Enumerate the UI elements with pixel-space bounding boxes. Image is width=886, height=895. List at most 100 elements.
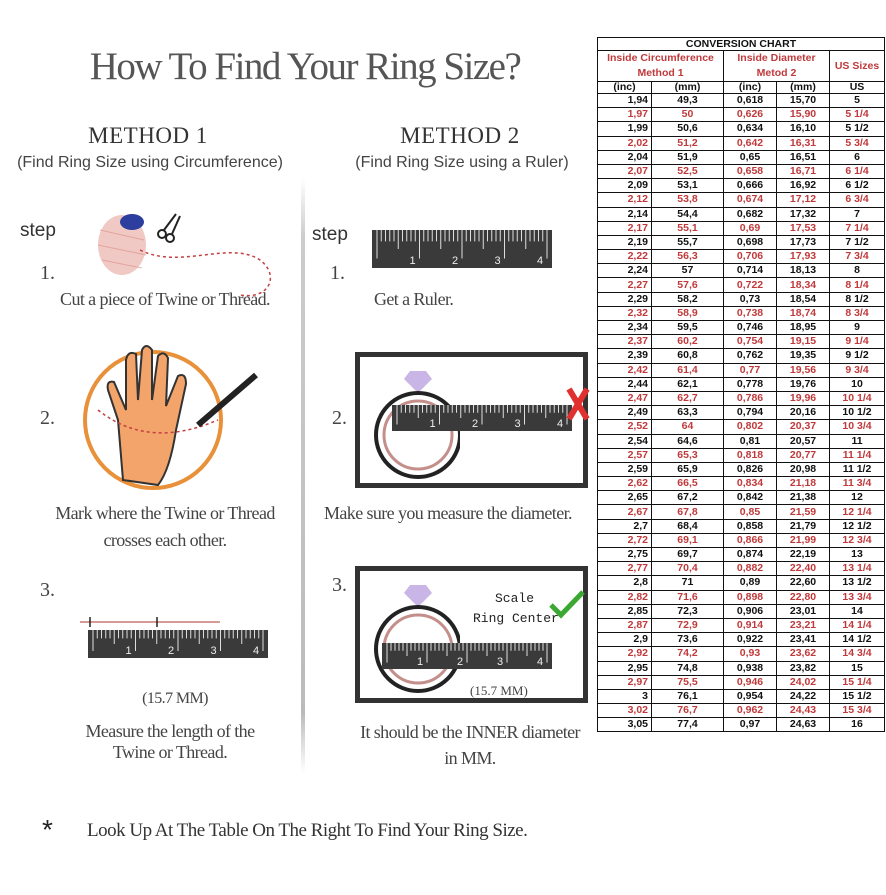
table-cell: 2,47: [597, 390, 652, 407]
table-cell: 0,802: [723, 419, 777, 435]
table-cell: 0,93: [723, 646, 777, 662]
header-circumference: Inside Circumference Method 1: [597, 50, 724, 82]
table-cell: 19,15: [776, 334, 830, 350]
table-cell: 71: [651, 575, 724, 591]
table-cell: 2,8: [597, 575, 652, 591]
table-cell: 17,12: [776, 192, 830, 208]
table-cell: 2,9: [597, 632, 652, 648]
table-cell: 2,07: [597, 163, 652, 180]
table-cell: 0,626: [723, 107, 777, 123]
table-cell: 18,54: [776, 291, 830, 307]
table-cell: 65,3: [651, 447, 724, 463]
table-cell: 51,2: [651, 135, 724, 151]
table-cell: 10 1/2: [829, 405, 885, 421]
table-cell: 2,09: [597, 178, 652, 194]
method2-step3-text-line2: in MM.: [444, 748, 496, 768]
table-cell: 7 1/4: [829, 220, 885, 236]
method1-step3-measurement: (15.7 MM): [142, 690, 208, 707]
table-cell: 2,59: [597, 461, 652, 478]
table-cell: 0,922: [723, 632, 777, 648]
unit-header: (inc): [597, 81, 652, 94]
ruler: 1 2 3 4: [372, 230, 552, 268]
table-cell: 11: [829, 433, 885, 449]
table-cell: 2,87: [597, 617, 652, 634]
table-cell: 0,674: [723, 192, 777, 208]
table-cell: 2,34: [597, 319, 652, 336]
ruler-label: 3: [494, 255, 501, 267]
table-cell: 72,3: [651, 603, 724, 619]
table-cell: 0,714: [723, 263, 777, 279]
table-cell: 12 1/2: [829, 518, 885, 534]
table-cell: 2,85: [597, 603, 652, 619]
table-cell: 24,43: [776, 703, 830, 719]
method1-step2-text-line2: crosses each other.: [103, 530, 227, 550]
table-cell: 5: [829, 92, 885, 109]
table-cell: 56,3: [651, 249, 724, 265]
table-cell: 22,19: [776, 546, 830, 563]
table-cell: 2,97: [597, 674, 652, 690]
table-row: 2,72 69,1 0,866 21,99 12 3/4: [597, 532, 885, 549]
table-cell: 62,7: [651, 390, 724, 407]
table-cell: 2,22: [597, 249, 652, 265]
table-cell: 0,906: [723, 603, 777, 619]
header-diameter: Inside Diameter Metod 2: [723, 50, 830, 82]
table-cell: 0,81: [723, 433, 777, 449]
table-cell: 2,57: [597, 447, 652, 463]
table-cell: 0,762: [723, 348, 777, 364]
method1-step3-number: 3.: [40, 579, 55, 601]
table-cell: 11 1/4: [829, 447, 885, 463]
table-cell: 23,62: [776, 646, 830, 662]
diamond-icon: [404, 585, 432, 607]
table-cell: 24,22: [776, 688, 830, 705]
table-cell: 2,82: [597, 589, 652, 605]
table-cell: 24,63: [776, 717, 830, 733]
table-cell: 23,01: [776, 603, 830, 619]
table-cell: 0,794: [723, 405, 777, 421]
table-cell: 16: [829, 717, 885, 733]
ruler-label: 4: [537, 656, 544, 668]
table-cell: 66,5: [651, 476, 724, 492]
table-cell: 57,6: [651, 277, 724, 293]
table-cell: 18,74: [776, 305, 830, 322]
table-cell: 13 1/2: [829, 575, 885, 591]
table-cell: 14: [829, 603, 885, 619]
table-cell: 76,1: [651, 688, 724, 705]
table-cell: 2,24: [597, 263, 652, 279]
table-row: 2,04 51,9 0,65 16,51 6: [597, 149, 885, 165]
table-cell: 0,89: [723, 575, 777, 591]
table-row: 2,59 65,9 0,826 20,98 11 1/2: [597, 461, 885, 478]
table-cell: 64: [651, 419, 724, 435]
table-row: 2,49 63,3 0,794 20,16 10 1/2: [597, 405, 885, 421]
table-cell: 20,98: [776, 461, 830, 478]
table-cell: 68,4: [651, 518, 724, 534]
table-row: 2,82 71,6 0,898 22,80 13 3/4: [597, 589, 885, 605]
method1-subtitle: (Find Ring Size using Circumference): [17, 154, 283, 171]
table-cell: 6 1/2: [829, 178, 885, 194]
table-row: 1,97 50 0,626 15,90 5 1/4: [597, 107, 885, 123]
table-cell: 19,96: [776, 390, 830, 407]
table-row: 2,44 62,1 0,778 19,76 10: [597, 376, 885, 392]
table-cell: 5 3/4: [829, 135, 885, 151]
method2-step1-text: Get a Ruler.: [374, 289, 454, 309]
table-row: 2,19 55,7 0,698 17,73 7 1/2: [597, 234, 885, 251]
table-cell: 15: [829, 660, 885, 676]
table-cell: 0,73: [723, 291, 777, 307]
method1-step2-number: 2.: [40, 407, 55, 429]
table-cell: 0,658: [723, 163, 777, 180]
x-mark-icon: [566, 387, 590, 421]
table-cell: 55,7: [651, 234, 724, 251]
table-cell: 17,53: [776, 220, 830, 236]
table-row: 2,29 58,2 0,73 18,54 8 1/2: [597, 291, 885, 307]
table-cell: 0,97: [723, 717, 777, 733]
scale-label: Scale: [495, 591, 535, 606]
table-cell: 53,1: [651, 178, 724, 194]
table-cell: 0,746: [723, 319, 777, 336]
table-row: 2,97 75,5 0,946 24,02 15 1/4: [597, 674, 885, 690]
table-cell: 0,754: [723, 334, 777, 350]
method2-step-label: step: [312, 224, 348, 245]
table-cell: 21,38: [776, 490, 830, 506]
table-cell: 21,59: [776, 504, 830, 520]
table-row: 2,95 74,8 0,938 23,82 15: [597, 660, 885, 676]
table-cell: 0,85: [723, 504, 777, 520]
